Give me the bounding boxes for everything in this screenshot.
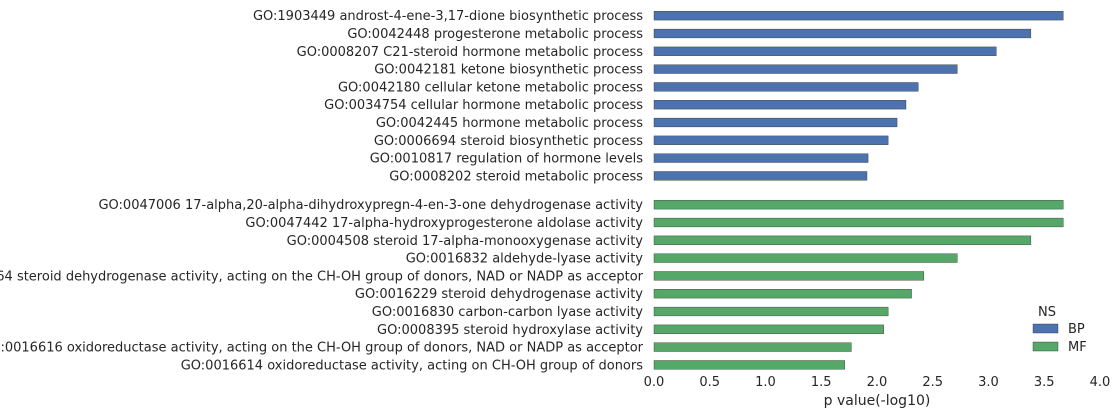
x-tick-label: 2.5 (922, 375, 943, 390)
bar-bp (653, 82, 919, 92)
category-label: GO:0016614 oxidoreductase activity, acti… (181, 358, 644, 373)
category-label: GO:0008202 steroid metabolic process (389, 169, 643, 184)
x-axis-title: p value(-log10) (824, 393, 931, 409)
legend-swatch-bp (1032, 323, 1059, 334)
category-label: GO:0042181 ketone biosynthetic process (374, 63, 643, 78)
x-tick-label: 3.5 (1034, 375, 1055, 390)
category-label: GO:0047006 17-alpha,20-alpha-dihydroxypr… (98, 198, 643, 213)
category-label: GO:0010817 regulation of hormone levels (370, 152, 644, 167)
bar-bp (653, 11, 1064, 21)
category-label: GO:0004508 steroid 17-alpha-monooxygenas… (287, 234, 644, 249)
bar-mf (653, 289, 912, 299)
legend-label-mf: MF (1068, 340, 1087, 355)
category-label: GO:0016832 aldehyde-lyase activity (406, 252, 644, 267)
x-tick-label: 0.5 (699, 375, 720, 390)
x-tick-label: 1.5 (811, 375, 832, 390)
legend-entries: BP MF (1032, 322, 1087, 355)
category-label: GO:0008395 steroid hydroxylase activity (377, 323, 643, 338)
category-label: GO:0008207 C21-steroid hormone metabolic… (297, 45, 644, 60)
x-tick-label: 4.0 (1090, 375, 1111, 390)
legend-swatch-mf (1032, 341, 1059, 352)
category-label: GO:0016229 steroid dehydrogenase activit… (355, 287, 643, 302)
bar-mf (653, 200, 1064, 210)
category-label: GO:0042180 cellular ketone metabolic pro… (338, 80, 643, 95)
category-label: GO:0034754 cellular hormone metabolic pr… (324, 98, 643, 113)
bar-bp (653, 46, 997, 56)
category-label: GO:0016830 carbon-carbon lyase activity (372, 305, 644, 320)
category-label: GO:0042445 hormone metabolic process (376, 116, 643, 131)
x-tick-label: 0.0 (644, 375, 665, 390)
category-labels: GO:1903449 androst-4-ene-3,17-dione bios… (0, 9, 644, 373)
bar-mf (653, 342, 852, 352)
bar-bp (653, 135, 889, 145)
category-label: GO:0016616 oxidoreductase activity, acti… (0, 341, 644, 356)
bars-layer (653, 11, 1064, 370)
bar-mf (653, 360, 845, 370)
bar-bp (653, 100, 907, 110)
bar-mf (653, 217, 1064, 228)
category-label: GO:0006694 steroid biosynthetic process (374, 134, 643, 149)
category-label: GO:0042448 progesterone metabolic proces… (347, 27, 643, 42)
bar-mf (653, 324, 884, 334)
x-tick-label: 2.0 (867, 375, 888, 390)
bar-mf (653, 271, 925, 281)
legend-label-bp: BP (1068, 322, 1085, 337)
x-axis-ticks: 0.0 0.5 1.0 1.5 2.0 2.5 3.0 3.5 4.0 (644, 375, 1111, 390)
category-label: GO:0047442 17-alpha-hydroxyprogesterone … (245, 216, 643, 231)
category-label: GO:0033764 steroid dehydrogenase activit… (0, 269, 644, 284)
category-label: GO:1903449 androst-4-ene-3,17-dione bios… (253, 9, 643, 24)
bar-mf (653, 235, 1032, 245)
legend-title: NS (1038, 305, 1056, 320)
bar-mf (653, 306, 889, 317)
x-tick-label: 1.0 (755, 375, 776, 390)
bar-bp (653, 64, 958, 74)
bar-bp (653, 153, 869, 163)
bar-bp (653, 171, 868, 181)
x-tick-label: 3.0 (978, 375, 999, 390)
bar-bp (653, 117, 898, 128)
bar-bp (653, 28, 1032, 39)
bar-mf (653, 253, 958, 263)
legend: NS BP MF (1032, 305, 1087, 355)
